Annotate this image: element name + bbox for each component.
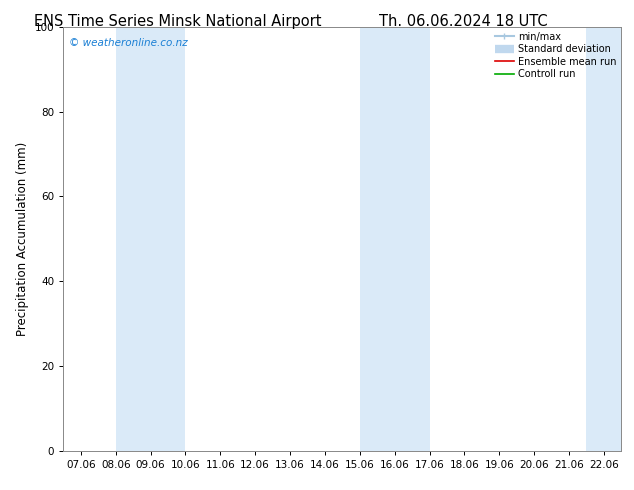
Legend: min/max, Standard deviation, Ensemble mean run, Controll run: min/max, Standard deviation, Ensemble me… [493,30,618,81]
Text: © weatheronline.co.nz: © weatheronline.co.nz [69,38,188,48]
Text: Th. 06.06.2024 18 UTC: Th. 06.06.2024 18 UTC [378,14,547,29]
Y-axis label: Precipitation Accumulation (mm): Precipitation Accumulation (mm) [16,142,29,336]
Bar [359,27,429,451]
Bar [116,27,185,451]
Bar [586,27,621,451]
Text: ENS Time Series Minsk National Airport: ENS Time Series Minsk National Airport [34,14,321,29]
